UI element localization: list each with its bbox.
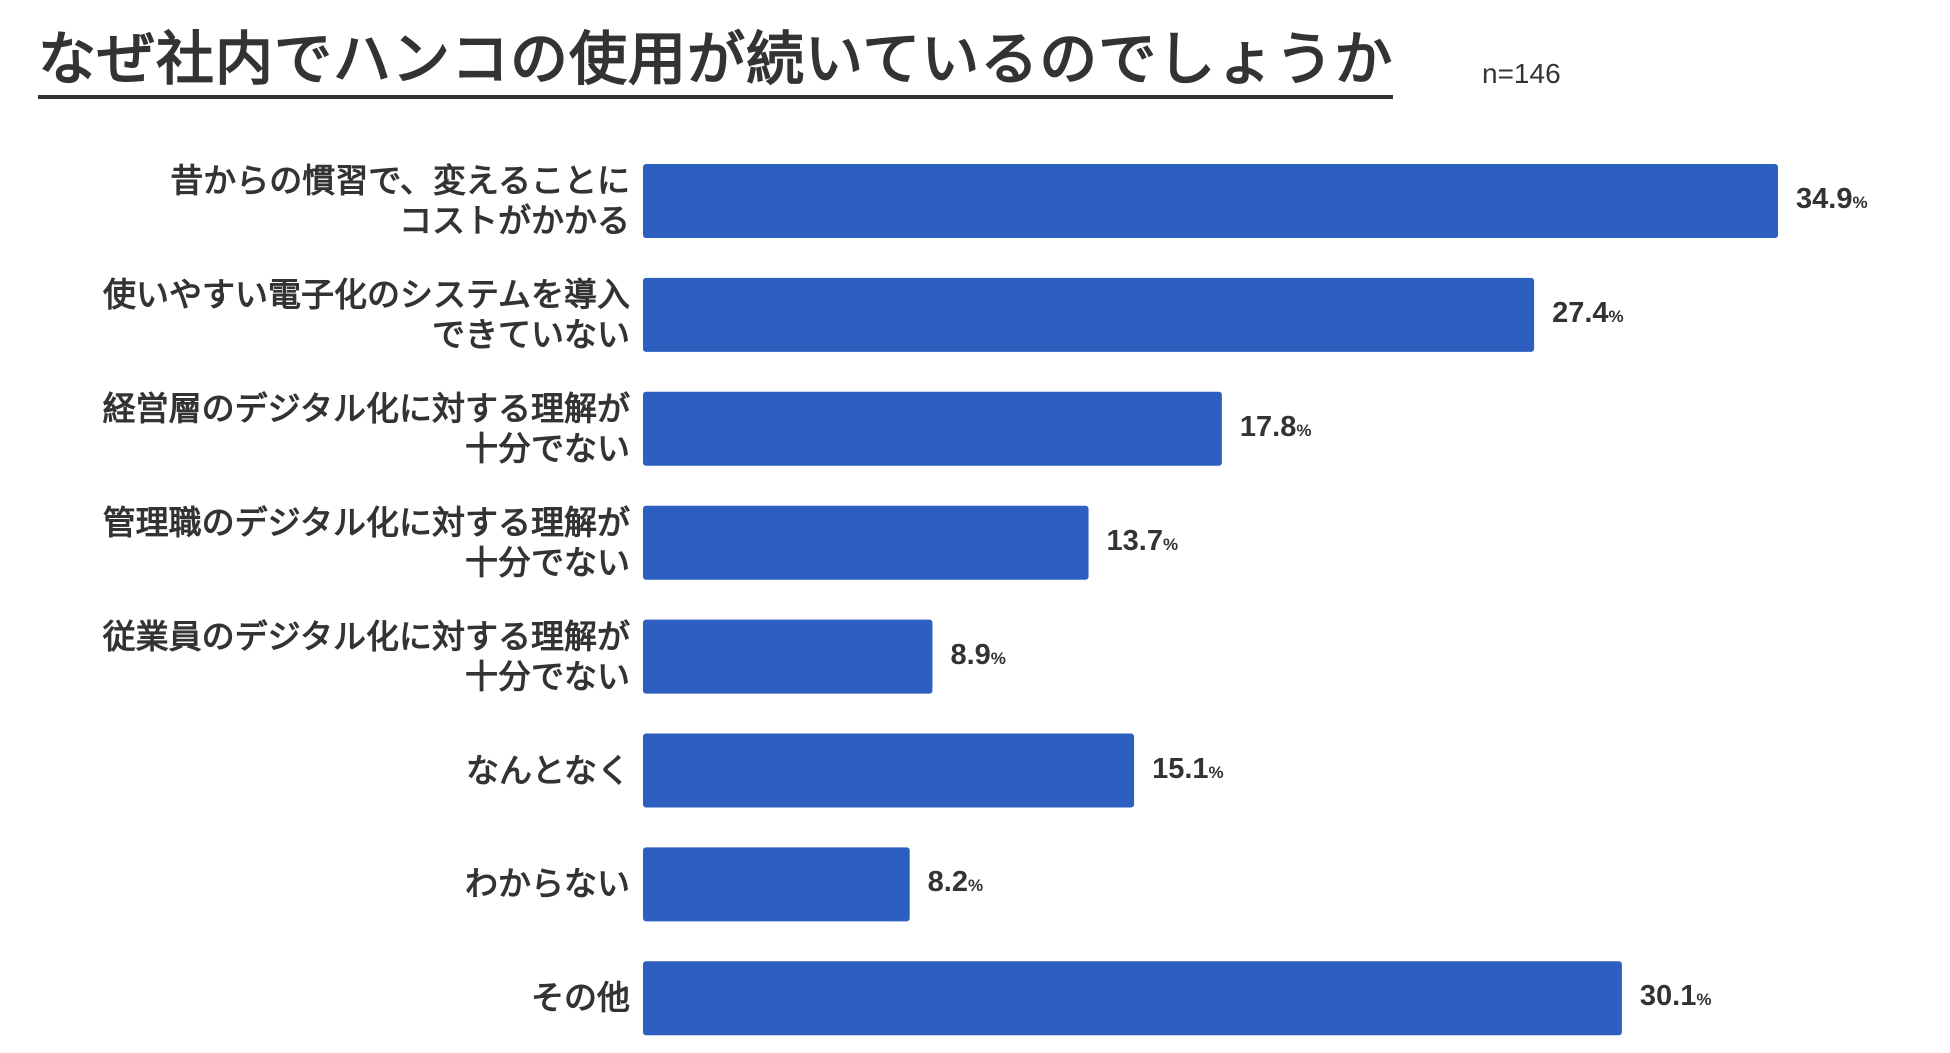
value-number: 17.8 <box>1239 410 1297 443</box>
category-label-line: 十分でない <box>465 656 630 696</box>
percent-sign: % <box>1852 193 1868 212</box>
category-label: 使いやすい電子化のシステムを導入 できていない <box>10 275 630 355</box>
percent-sign: % <box>1208 762 1224 782</box>
percent-sign: % <box>1696 990 1712 1010</box>
category-label-line: わからない <box>465 864 630 904</box>
bar-1 <box>643 277 1535 352</box>
category-label-line: 管理職のデジタル化に対する理解が <box>102 502 630 542</box>
value-number: 30.1 <box>1639 980 1697 1013</box>
category-label-line: なんとなく <box>465 750 630 790</box>
category-label: わからない <box>10 864 630 904</box>
percent-sign: % <box>1608 306 1624 326</box>
category-label: なんとなく <box>10 751 630 791</box>
value-label: 30.1% <box>1640 980 1712 1013</box>
value-label: 15.1% <box>1152 753 1224 786</box>
category-label-line: 昔からの慣習で、変えることに <box>170 161 630 200</box>
category-label: 管理職のデジタル化に対する理解が 十分でない <box>10 503 630 583</box>
value-label: 8.2% <box>928 866 983 899</box>
category-label-line: 使いやすい電子化のシステムを導入 <box>102 274 630 314</box>
category-label-line: 従業員のデジタル化に対する理解が <box>102 616 630 656</box>
category-label-line: できていない <box>432 314 630 354</box>
category-label-line: コストがかかる <box>399 201 630 240</box>
bar-4 <box>643 619 933 694</box>
category-label-line: その他 <box>531 978 630 1018</box>
chart-title: なぜ社内でハンコの使用が続いているのでしょうか <box>38 26 1394 99</box>
percent-sign: % <box>1162 534 1179 554</box>
category-label: 従業員のデジタル化に対する理解が 十分でない <box>10 617 630 697</box>
percent-sign: % <box>1296 420 1312 440</box>
category-label-line: 十分でない <box>465 428 630 468</box>
sample-size-label: n=146 <box>1482 58 1561 89</box>
category-label: 経営層のデジタル化に対する理解が 十分でない <box>10 389 630 469</box>
value-label: 27.4% <box>1552 297 1624 330</box>
value-number: 27.4 <box>1552 296 1609 329</box>
bar-7 <box>643 961 1622 1036</box>
value-label: 34.9% <box>1796 183 1868 216</box>
bar-5 <box>643 733 1135 808</box>
value-number: 34.9 <box>1796 183 1853 215</box>
value-number: 8.2 <box>927 866 968 899</box>
value-label: 8.9% <box>950 639 1005 672</box>
percent-sign: % <box>990 648 1006 668</box>
category-label: その他 <box>10 978 630 1018</box>
bar-2 <box>643 391 1222 466</box>
category-label-line: 経営層のデジタル化に対する理解が <box>102 388 630 428</box>
value-number: 15.1 <box>1152 752 1209 785</box>
category-label: 昔からの慣習で、変えることに コストがかかる <box>10 161 630 241</box>
value-number: 13.7 <box>1106 524 1163 557</box>
bar-6 <box>643 847 910 922</box>
bar-3 <box>643 505 1089 580</box>
percent-sign: % <box>968 876 984 896</box>
value-label: 13.7% <box>1107 525 1179 558</box>
bar-0 <box>643 164 1778 238</box>
value-label: 17.8% <box>1240 411 1312 444</box>
category-label-line: 十分でない <box>465 542 630 582</box>
value-number: 8.9 <box>950 638 991 671</box>
